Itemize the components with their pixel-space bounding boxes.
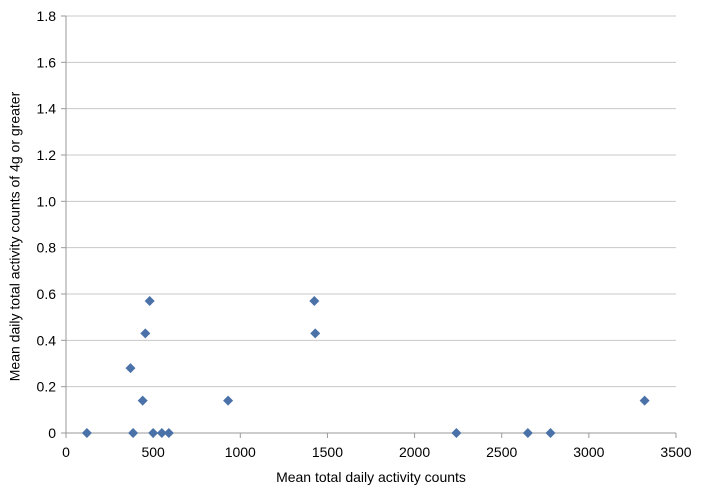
data-point-2 [128,428,139,438]
y-tick-label-9: 1.8 [37,8,57,24]
data-point-11 [310,328,321,339]
data-point-6 [148,428,159,438]
x-axis-title: Mean total daily activity counts [276,469,466,485]
x-tick-label-6: 3000 [573,444,604,460]
y-axis-title: Mean daily total activity counts of 4g o… [7,91,23,381]
y-tick-label-2: 0.4 [37,332,57,348]
y-tick-label-1: 0.2 [37,379,57,395]
data-point-10 [309,295,320,306]
data-point-7 [156,428,167,438]
y-tick-label-5: 1.0 [37,193,57,209]
data-points [81,295,650,438]
data-point-5 [144,295,155,306]
data-point-0 [81,428,92,438]
data-point-1 [125,363,136,374]
y-tick-label-3: 0.6 [37,286,57,302]
x-tick-label-5: 2500 [486,444,517,460]
x-tick-label-0: 0 [62,444,70,460]
data-point-15 [639,395,650,406]
x-tick-label-4: 2000 [399,444,430,460]
y-axis-ticks: 0 0.2 0.4 0.6 0.8 1.0 1.2 1.4 1.6 1.8 [37,8,66,441]
data-point-4 [140,328,151,339]
axes [65,16,676,434]
y-tick-label-4: 0.8 [37,240,57,256]
data-point-13 [522,428,533,438]
x-tick-label-1: 500 [141,444,165,460]
gridlines [66,15,676,388]
x-axis-ticks: 0 500 1000 1500 2000 2500 3000 3500 [62,433,692,460]
data-point-3 [137,395,148,406]
y-tick-label-0: 0 [48,425,56,441]
y-tick-label-6: 1.2 [37,147,57,163]
data-point-8 [163,428,174,438]
y-tick-label-7: 1.4 [37,101,57,117]
data-point-14 [545,428,556,438]
y-tick-label-8: 1.6 [37,54,57,70]
x-tick-label-3: 1500 [312,444,343,460]
x-tick-label-7: 3500 [660,444,691,460]
x-tick-label-2: 1000 [225,444,256,460]
data-point-12 [451,428,462,438]
data-point-9 [223,395,234,406]
